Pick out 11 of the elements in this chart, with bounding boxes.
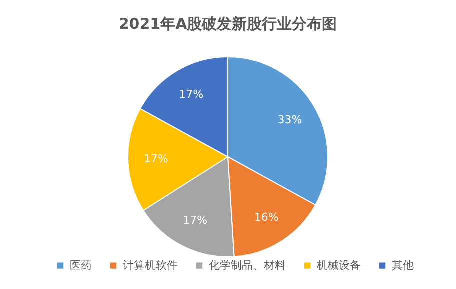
legend-label: 化学制品、材料 <box>209 258 286 272</box>
data-label: 17% <box>183 214 208 228</box>
data-label: 33% <box>278 113 302 126</box>
data-label: 17% <box>179 88 204 102</box>
data-label: 16% <box>254 210 279 224</box>
legend-label: 计算机软件 <box>123 258 178 272</box>
data-label: 17% <box>144 152 168 166</box>
legend-label: 机械设备 <box>317 258 361 272</box>
chart-title: 2021年A股破发新股行业分布图 <box>118 15 338 33</box>
legend-label: 医药 <box>70 258 92 272</box>
legend-label: 其他 <box>392 258 414 272</box>
